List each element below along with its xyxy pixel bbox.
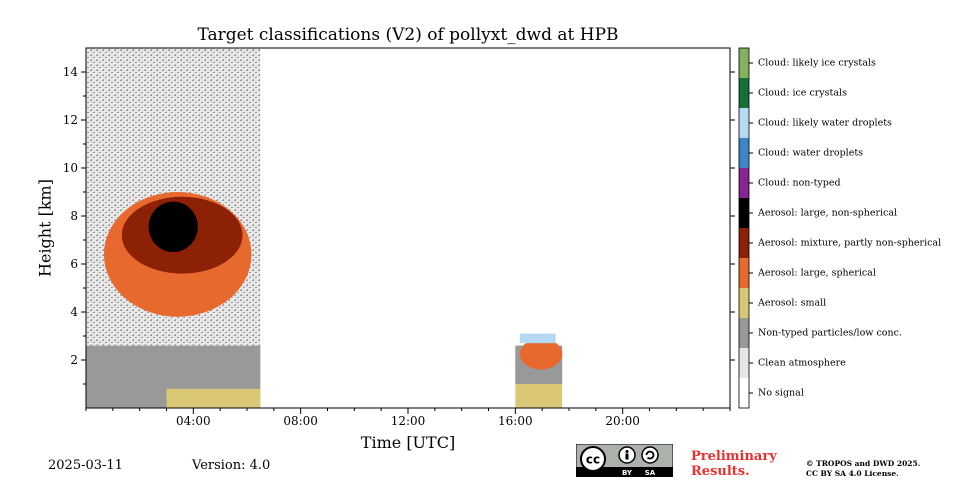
copyright-note: © TROPOS and DWD 2025. CC BY SA 4.0 Lice… (806, 459, 920, 479)
heatmap-layer (86, 48, 730, 408)
preliminary-note: Preliminary Results. (691, 449, 777, 479)
y-tick-label: 14 (62, 65, 78, 79)
colorbar-label: Clean atmosphere (758, 357, 846, 369)
measurement-date: 2025-03-11 (48, 458, 123, 473)
colorbar-label: Cloud: non-typed (758, 177, 841, 189)
colorbar (739, 48, 753, 408)
heatmap-region-2 (166, 388, 261, 408)
colorbar-label: Aerosol: mixture, partly non-spherical (758, 237, 942, 249)
colorbar-swatch (739, 288, 749, 318)
colorbar-label: Aerosol: small (758, 297, 827, 309)
colorbar-swatch (739, 318, 749, 348)
colorbar-label: Cloud: water droplets (758, 147, 864, 159)
y-tick-label: 8 (70, 209, 78, 223)
version-label: Version: 4.0 (192, 458, 271, 473)
colorbar-frame (738, 47, 750, 409)
cc-by-text: BY (622, 469, 633, 477)
colorbar-label: Aerosol: large, non-spherical (758, 207, 898, 219)
x-axis-label: Time [UTC] (360, 433, 456, 452)
preliminary-line-2: Results. (691, 464, 750, 479)
colorbar-swatch (739, 138, 749, 168)
x-tick-label: 16:00 (498, 414, 533, 428)
colorbar-label: Cloud: ice crystals (758, 87, 847, 99)
y-tick-label: 2 (70, 353, 78, 367)
x-tick-label: 20:00 (605, 414, 640, 428)
heatmap-region-9 (519, 338, 563, 370)
cc-logo-text: cc (586, 453, 600, 467)
colorbar-swatch (739, 348, 749, 378)
heatmap-region-5 (148, 201, 198, 252)
chart-title: Target classifications (V2) of pollyxt_d… (197, 25, 619, 45)
colorbar-swatch (739, 258, 749, 288)
y-tick-label: 12 (62, 113, 78, 127)
cc-sa-text: SA (645, 469, 656, 477)
y-tick-label: 4 (70, 305, 78, 319)
colorbar-swatch (739, 378, 749, 408)
heatmap-region-11 (562, 48, 730, 408)
x-tick-label: 04:00 (176, 414, 211, 428)
colorbar-label: Non-typed particles/low conc. (758, 327, 902, 339)
heatmap-region-10 (519, 333, 556, 344)
x-tick-label: 12:00 (390, 414, 426, 428)
x-tick-label: 08:00 (283, 414, 318, 428)
colorbar-swatch (739, 228, 749, 258)
y-tick-label: 10 (62, 161, 78, 175)
copyright-line-1: © TROPOS and DWD 2025. (806, 459, 921, 468)
colorbar-label: No signal (758, 387, 804, 399)
preliminary-line-1: Preliminary (691, 449, 777, 464)
colorbar-swatch (739, 198, 749, 228)
colorbar-swatch (739, 168, 749, 198)
copyright-line-2: CC BY SA 4.0 License. (806, 469, 899, 478)
heatmap-region-6 (260, 48, 516, 408)
colorbar-label: Cloud: likely ice crystals (758, 57, 876, 69)
cc-by-sa-logo: cc BY SA (576, 444, 673, 477)
colorbar-label: Aerosol: large, spherical (758, 267, 876, 279)
tick-layer (81, 71, 735, 414)
colorbar-swatch (739, 108, 749, 138)
y-tick-label: 6 (70, 257, 78, 271)
colorbar-swatch (739, 48, 749, 78)
colorbar-label: Cloud: likely water droplets (758, 117, 892, 129)
colorbar-swatch (739, 78, 749, 108)
